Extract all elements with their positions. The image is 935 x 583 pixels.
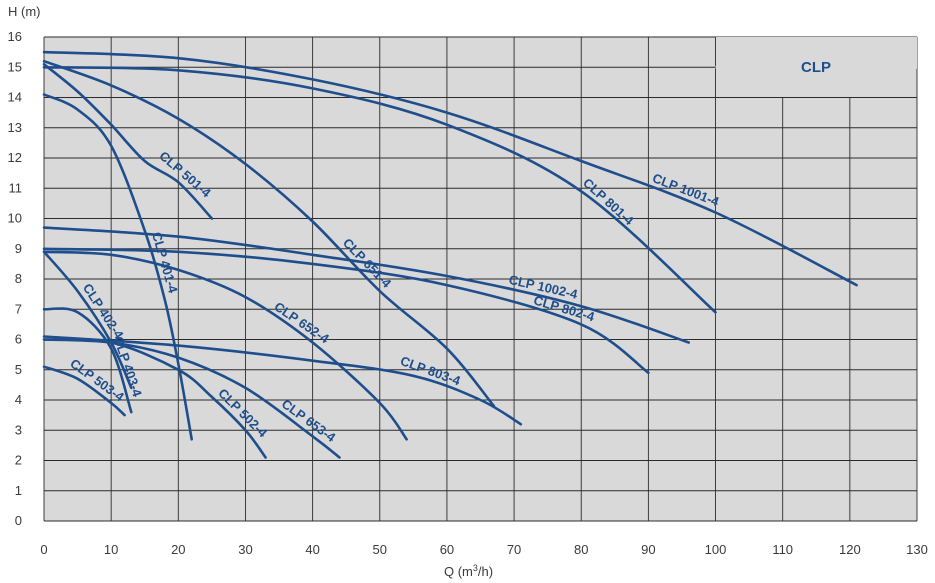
y-tick-label: 13: [8, 120, 22, 135]
y-tick-label: 4: [15, 392, 22, 407]
x-tick-label: 40: [305, 542, 319, 557]
x-axis-title-main: Q (m: [444, 564, 473, 579]
y-tick-label: 16: [8, 29, 22, 44]
x-axis-title: Q (m3/h): [444, 563, 493, 579]
x-tick-label: 70: [507, 542, 521, 557]
curve-clp-803-4: [42, 335, 523, 426]
curve-clp-652-4: [42, 250, 408, 441]
title-box: [716, 37, 917, 67]
x-tick-labels: 0 10 20 30 40 50 60 70 80 90 100 110 120 130: [40, 542, 927, 557]
x-tick-label: 130: [906, 542, 928, 557]
curve-clp-1001-4: [42, 50, 858, 287]
curve-clp-403-4: [42, 307, 133, 414]
curve-clp-501-4: [42, 62, 214, 220]
x-tick-label: 50: [373, 542, 387, 557]
x-tick-label: 10: [104, 542, 118, 557]
x-tick-label: 100: [705, 542, 727, 557]
y-tick-label: 7: [15, 301, 22, 316]
chart-title: CLP: [801, 59, 831, 76]
y-tick-label: 6: [15, 332, 22, 347]
x-tick-label: 120: [839, 542, 861, 557]
x-tick-label: 80: [574, 542, 588, 557]
x-tick-label: 60: [440, 542, 454, 557]
curve-clp-503-4: [42, 365, 126, 417]
y-tick-label: 2: [15, 453, 22, 468]
x-axis-title-tail: /h): [478, 564, 493, 579]
curve-clp-401-4: [42, 93, 193, 441]
x-tick-label: 110: [772, 542, 793, 557]
y-tick-label: 8: [15, 271, 22, 286]
x-tick-label: 0: [40, 542, 47, 557]
curve-clp-402-4: [42, 250, 133, 390]
curve-clp-1002-4: [42, 226, 690, 344]
y-tick-label: 9: [15, 241, 22, 256]
curve-clp-802-4: [42, 247, 650, 375]
y-tick-label: 3: [15, 422, 22, 437]
y-tick-label: 0: [15, 513, 22, 528]
y-tick-label: 14: [8, 90, 22, 105]
y-tick-label: 15: [8, 59, 22, 74]
curves: [42, 50, 858, 459]
x-tick-label: 90: [641, 542, 655, 557]
curve-clp-651-4: [42, 59, 496, 408]
x-tick-label: 30: [238, 542, 252, 557]
y-tick-label: 1: [15, 483, 22, 498]
curve-clp-801-4: [42, 66, 717, 314]
x-tick-label: 20: [171, 542, 185, 557]
curve-clp-502-4: [42, 338, 267, 459]
y-axis-title: H (m): [8, 4, 41, 19]
y-tick-label: 11: [9, 180, 23, 195]
x-axis-title-superscript: 3: [473, 563, 478, 573]
y-tick-label: 12: [8, 150, 22, 165]
y-tick-label: 10: [8, 211, 22, 226]
y-tick-label: 5: [15, 362, 22, 377]
